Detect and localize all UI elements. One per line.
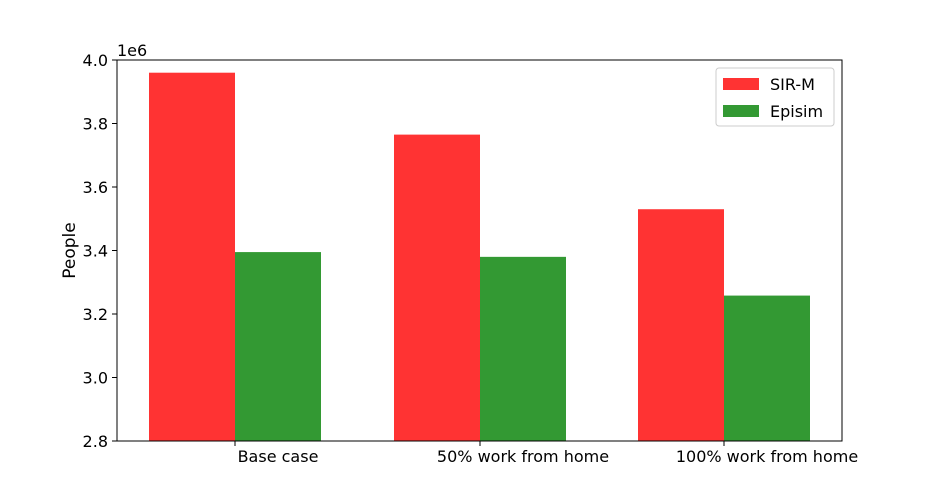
legend-label: Episim (770, 102, 823, 121)
y-axis-label: People (60, 222, 80, 278)
bar-episim-1 (480, 256, 566, 441)
legend: SIR-M Episim (715, 67, 835, 127)
y-tick-label: 2.8 (83, 432, 108, 451)
y-tick-label: 3.6 (83, 178, 108, 197)
legend-label: SIR-M (770, 75, 815, 94)
y-tick-label: 4.0 (83, 51, 108, 70)
legend-swatch-sir-m (723, 78, 759, 90)
y-tick-label: 3.4 (83, 242, 108, 261)
legend-swatch-episim (723, 105, 759, 117)
y-tick-label: 3.0 (83, 369, 108, 388)
y-tick-label: 3.2 (83, 305, 108, 324)
bar-sir-m-1 (394, 134, 480, 442)
x-ticks-group: Base case 50% work from home 100% work fro… (234, 441, 858, 466)
x-tick-label: 50% work from home (437, 447, 609, 466)
x-tick-label: 100% work from home (676, 447, 858, 466)
bar-sir-m-0 (149, 72, 235, 441)
bar-sir-m-2 (638, 209, 724, 441)
bar-episim-0 (235, 252, 321, 441)
bar-episim-2 (724, 295, 810, 441)
y-axis-multiplier-label: 1e6 (117, 41, 147, 60)
y-tick-label: 3.8 (83, 115, 108, 134)
y-ticks-group: 2.8 3.0 3.2 3.4 3.6 3.8 4.0 (83, 51, 117, 451)
x-tick-label: Base case (238, 447, 319, 466)
bars-group (149, 72, 810, 442)
